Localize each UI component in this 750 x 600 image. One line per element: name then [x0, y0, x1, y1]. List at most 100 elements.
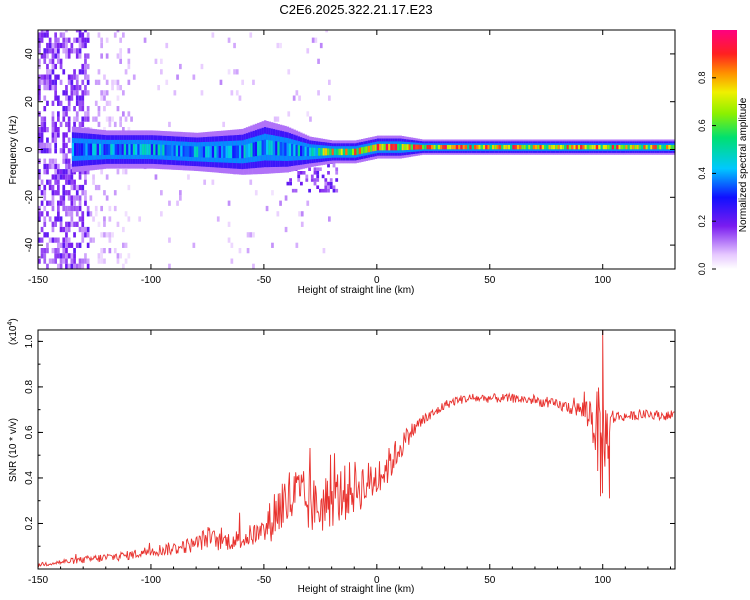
spectrogram-cell: [105, 174, 109, 180]
spectrogram-ridge-cell: [230, 145, 233, 159]
spectrogram-cell: [86, 169, 90, 175]
spectrogram-cell: [51, 111, 55, 117]
spectrogram-cell: [113, 205, 117, 212]
x-tick-label: -50: [257, 575, 272, 586]
spectrogram-cell: [78, 48, 82, 54]
spectrogram-cell: [325, 30, 329, 33]
spectrogram-cell: [38, 237, 41, 243]
spectrogram-ridge-cell: [297, 145, 301, 157]
spectrogram-ridge-cell: [352, 148, 355, 156]
spectrogram-cell: [43, 106, 47, 112]
spectrogram-cell: [316, 178, 320, 182]
spectrogram-cell: [59, 195, 63, 201]
spectrogram-ridge-cell: [121, 144, 125, 155]
spectrogram-cell: [84, 42, 87, 49]
spectrogram-ridge-cell: [282, 142, 285, 156]
spectrogram-cell: [332, 188, 336, 193]
spectrogram-cell: [78, 42, 82, 49]
spectrogram-cell: [321, 188, 325, 193]
spectrogram-cell: [111, 116, 114, 122]
spectrogram-ridge-cell: [385, 143, 389, 151]
spectrogram-cell: [59, 216, 63, 222]
spectrogram-cell: [230, 258, 234, 264]
spectrogram-cell: [67, 48, 71, 54]
spectrogram-cell: [65, 85, 68, 91]
spectrogram-cell: [179, 63, 182, 70]
spectrogram-cell: [246, 248, 250, 254]
spectrogram-cell: [38, 205, 41, 212]
spectrogram-ridge-cell: [108, 144, 111, 155]
spectrogram-ridge-cell: [324, 148, 328, 156]
spectrogram-cell: [119, 116, 123, 122]
spectrogram-cell: [38, 32, 41, 38]
spectrogram-cell: [51, 195, 55, 201]
spectrogram-cell: [70, 85, 74, 91]
spectrogram-ridge-cell: [112, 144, 116, 155]
spectrogram-ridge-cell: [141, 144, 145, 155]
spectrogram-cell: [54, 63, 58, 70]
spectrogram-cell: [313, 178, 317, 182]
spectrogram-cell: [59, 169, 63, 175]
spectrogram-cell: [59, 42, 63, 49]
spectrogram-cell: [78, 200, 82, 206]
spectrogram-cell: [100, 169, 104, 175]
spectrogram-cell: [43, 116, 47, 122]
spectrogram-cell: [127, 127, 131, 133]
spectrogram-ridge-cell: [313, 147, 317, 156]
spectrogram-cell: [300, 171, 303, 175]
spectrogram-cell: [105, 37, 109, 43]
spectrogram-cell: [86, 79, 90, 85]
spectrogram-cell: [67, 137, 71, 143]
spectrogram-cell: [40, 137, 44, 143]
spectrogram-ridge-cell: [338, 148, 341, 156]
spectrogram-cell: [130, 116, 133, 122]
spectrogram-cell: [67, 205, 71, 212]
spectrogram-cell: [62, 106, 66, 112]
spectrogram-panel: -150 -100 -50 0 50 100 -40 -20 0 20 40 Height of s…: [8, 29, 676, 296]
spectrogram-cell: [89, 195, 93, 201]
spectrogram-cell: [73, 253, 76, 259]
spectrogram-cell: [294, 188, 298, 193]
spectrogram-cell: [51, 69, 55, 75]
spectrogram-cell: [38, 127, 41, 133]
spectrogram-ridge-cell: [433, 145, 436, 150]
spectrogram-ridge-cell: [428, 145, 432, 150]
spectrogram-cell: [40, 248, 44, 254]
spectrogram-cell: [316, 174, 320, 179]
spectrogram-cell: [54, 163, 58, 170]
spectrogram-ridge-cell: [103, 144, 107, 155]
spectrogram-ridge-cell: [153, 144, 156, 155]
spectrogram-cell: [276, 116, 280, 122]
spectrogram-cell: [46, 200, 49, 206]
spectrogram-cell: [127, 48, 131, 54]
spectrogram-cell: [75, 85, 79, 91]
spectrogram-cell: [86, 106, 90, 112]
spectrogram-ridge-cell: [263, 139, 267, 155]
spectrogram-cell: [78, 53, 82, 59]
spectrogram-ridge-cell: [365, 146, 369, 153]
spectrogram-cell: [73, 195, 76, 201]
spectrogram-ridge-cell: [494, 145, 497, 150]
spectrogram-cell: [81, 237, 85, 243]
spectrogram-cell: [192, 74, 196, 80]
spectrogram-cell: [62, 158, 66, 164]
x-tick-label: -50: [257, 275, 272, 286]
spectrogram-ridge-cell: [571, 145, 574, 150]
spectrogram-cell: [38, 184, 41, 191]
spectrogram-cell: [62, 90, 66, 96]
spectrogram-cell: [51, 132, 55, 138]
colorbar-ticks: 0.0 0.2 0.4 0.6 0.8: [697, 72, 716, 275]
spectrogram-cell: [54, 42, 58, 49]
spectrogram-cell: [310, 178, 314, 182]
spectrogram-cell: [127, 63, 131, 70]
spectrogram-ridge-cell: [460, 145, 463, 150]
spectrogram-cell: [86, 63, 90, 70]
spectrogram-cell: [40, 32, 44, 38]
spectrogram-ridge-cell: [381, 143, 384, 151]
spectrogram-ridge-cell: [119, 144, 122, 155]
spectrogram-cell: [59, 253, 63, 259]
spectrogram-cell: [67, 174, 71, 180]
spectrogram-cell: [62, 69, 66, 75]
spectrogram-cell: [51, 237, 55, 243]
spectrogram-cell: [62, 195, 66, 201]
